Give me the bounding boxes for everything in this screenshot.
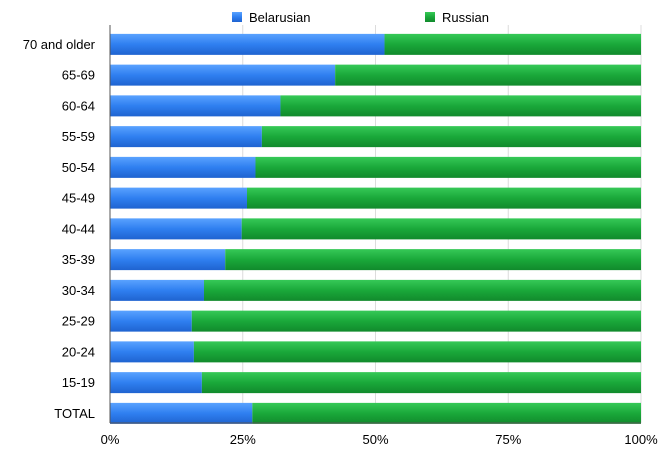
bar-russian-60-64 [280, 95, 641, 117]
category-label: 25-29 [62, 314, 95, 329]
bar-belarusian-40-44 [110, 218, 242, 240]
bar-russian-30-34 [203, 279, 641, 301]
legend: Belarusian Russian [232, 10, 489, 25]
bar-belarusian-30-34 [110, 279, 204, 301]
legend-swatch-belarusian [232, 12, 242, 22]
bar-russian-50-54 [255, 156, 641, 178]
axis-layer: 70 and older 65-69 60-64 55-59 50-54 45-49 40-… [23, 25, 658, 447]
bar-belarusian-60-64 [110, 95, 281, 117]
bar-belarusian-45-49 [110, 187, 247, 209]
category-label: 50-54 [62, 160, 95, 175]
bar-belarusian-20-24 [110, 341, 194, 363]
category-label: 40-44 [62, 221, 95, 236]
x-tick-label: 50% [362, 432, 388, 447]
bar-belarusian-35-39 [110, 249, 226, 271]
category-label: TOTAL [54, 406, 95, 421]
category-label: 70 and older [23, 37, 96, 52]
bars-layer [110, 33, 642, 424]
category-label: 45-49 [62, 191, 95, 206]
category-label: 65-69 [62, 68, 95, 83]
bar-belarusian-55-59 [110, 126, 262, 148]
bar-belarusian-65-69 [110, 64, 336, 86]
category-label: 20-24 [62, 344, 95, 359]
bar-russian-65-69 [335, 64, 641, 86]
bar-russian-20-24 [193, 341, 641, 363]
x-tick-label: 75% [495, 432, 521, 447]
category-label: 15-19 [62, 375, 95, 390]
bar-belarusian-50-54 [110, 156, 256, 178]
x-tick-label: 100% [624, 432, 658, 447]
bar-belarusian-total [110, 402, 253, 424]
bar-belarusian-15-19 [110, 372, 202, 394]
bar-russian-total [252, 402, 642, 424]
bar-belarusian-25-29 [110, 310, 192, 332]
category-label: 60-64 [62, 98, 95, 113]
legend-label-russian: Russian [442, 10, 489, 25]
x-tick-label: 0% [101, 432, 120, 447]
bar-russian-70-and-older [384, 33, 641, 55]
category-label: 35-39 [62, 252, 95, 267]
bar-russian-35-39 [225, 249, 642, 271]
legend-label-belarusian: Belarusian [249, 10, 310, 25]
category-label: 55-59 [62, 129, 95, 144]
category-label: 30-34 [62, 283, 95, 298]
bar-russian-55-59 [261, 126, 641, 148]
x-tick-label: 25% [230, 432, 256, 447]
bar-russian-25-29 [191, 310, 642, 332]
bar-russian-45-49 [246, 187, 642, 209]
bar-russian-40-44 [241, 218, 642, 240]
bar-belarusian-70-and-older [110, 33, 385, 55]
legend-swatch-russian [425, 12, 435, 22]
bar-russian-15-19 [201, 372, 641, 394]
